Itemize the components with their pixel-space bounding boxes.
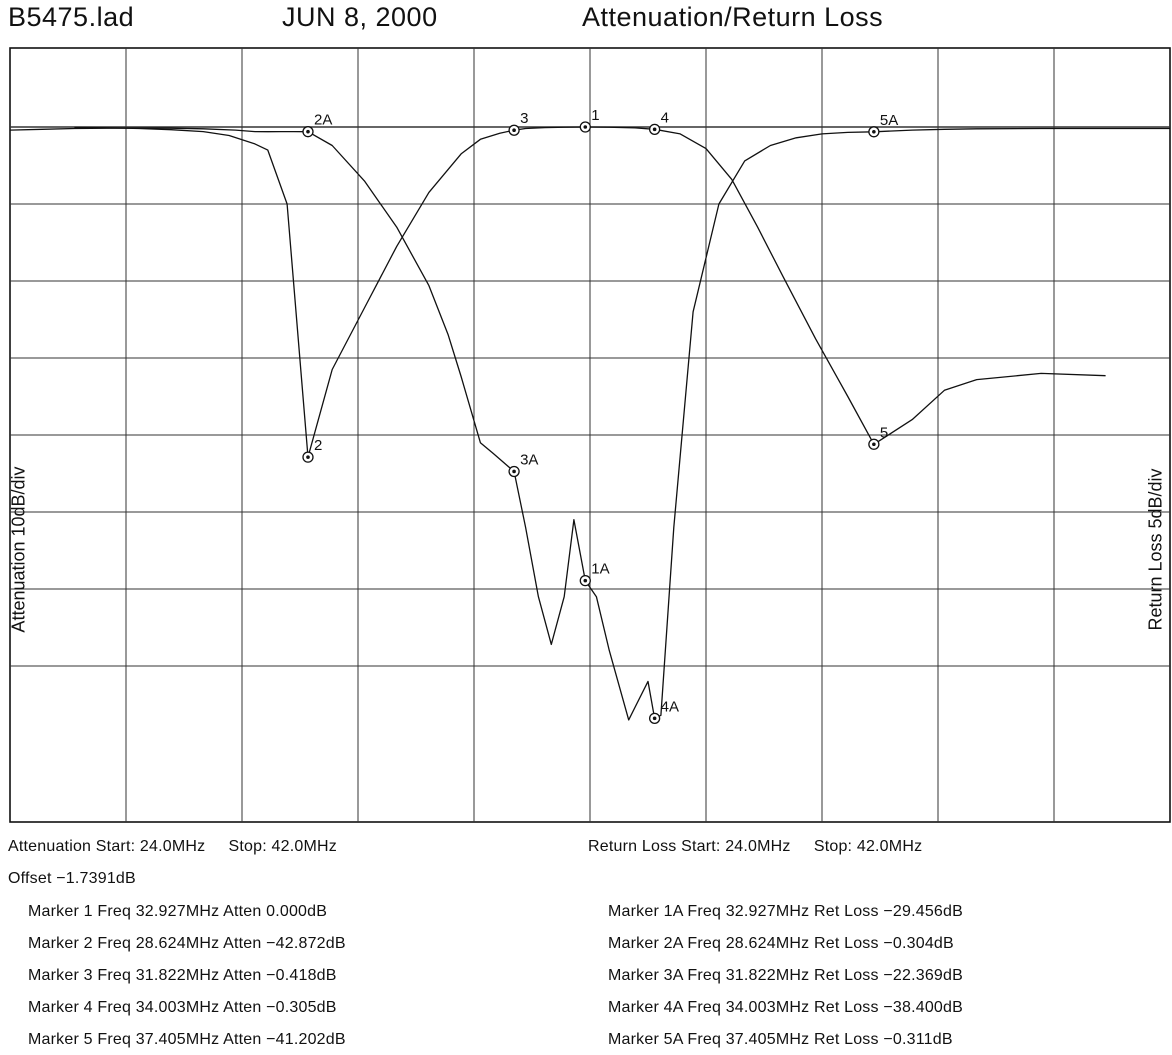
marker-5a-label: 5A (880, 112, 898, 129)
file-name: B5475.lad (8, 2, 135, 32)
marker-2a-readout: Marker 2A Freq 28.624MHz Ret Loss −0.304… (608, 935, 954, 952)
right-axis-label: Return Loss 5dB/div (1145, 468, 1166, 631)
plot-title: Attenuation/Return Loss (582, 2, 884, 32)
marker-5a-readout: Marker 5A Freq 37.405MHz Ret Loss −0.311… (608, 1031, 953, 1048)
marker-3-label: 3 (520, 110, 528, 127)
marker-2a-label: 2A (314, 112, 332, 129)
marker-3a-readout: Marker 3A Freq 31.822MHz Ret Loss −22.36… (608, 967, 964, 984)
marker-1-dot (583, 125, 588, 129)
marker-3a-dot (512, 469, 516, 474)
marker-4a-dot (652, 716, 657, 721)
offset-readout: Offset −1.7391dB (8, 870, 136, 887)
marker-4-label: 4 (661, 109, 669, 126)
marker-5a-dot (872, 129, 876, 134)
return-loss-range: Return Loss Start: 24.0MHz Stop: 42.0MHz (588, 838, 923, 855)
marker-2-dot (306, 455, 310, 459)
attenuation-trace (74, 126, 1106, 458)
marker-5-readout: Marker 5 Freq 37.405MHz Atten −41.202dB (28, 1031, 346, 1048)
marker-5-label: 5 (880, 424, 888, 441)
marker-1a-label: 1A (591, 561, 609, 578)
marker-3-readout: Marker 3 Freq 31.822MHz Atten −0.418dB (28, 967, 337, 984)
plot-date: JUN 8, 2000 (282, 2, 438, 32)
marker-4a-label: 4A (661, 698, 679, 715)
marker-1-readout: Marker 1 Freq 32.927MHz Atten 0.000dB (28, 903, 328, 920)
attenuation-range: Attenuation Start: 24.0MHz Stop: 42.0MHz (8, 838, 337, 855)
marker-3-dot (512, 128, 516, 133)
marker-3a-label: 3A (520, 451, 538, 468)
return-loss-trace (9, 127, 1170, 721)
marker-4-dot (652, 127, 657, 132)
marker-1-label: 1 (591, 107, 599, 124)
marker-2-readout: Marker 2 Freq 28.624MHz Atten −42.872dB (28, 935, 346, 952)
marker-4-readout: Marker 4 Freq 34.003MHz Atten −0.305dB (28, 999, 337, 1016)
marker-2-label: 2 (314, 437, 322, 454)
marker-2a-dot (306, 129, 310, 134)
marker-5-dot (872, 442, 876, 447)
marker-4a-readout: Marker 4A Freq 34.003MHz Ret Loss −38.40… (608, 999, 964, 1016)
left-axis-label: Attenuation 10dB/div (8, 466, 29, 633)
attenuation-return-loss-chart: 1 2 3 4 5 1A 2A 3A 4A 5A (9, 47, 1171, 823)
marker-1a-readout: Marker 1A Freq 32.927MHz Ret Loss −29.45… (608, 903, 964, 920)
marker-1a-dot (583, 578, 588, 583)
